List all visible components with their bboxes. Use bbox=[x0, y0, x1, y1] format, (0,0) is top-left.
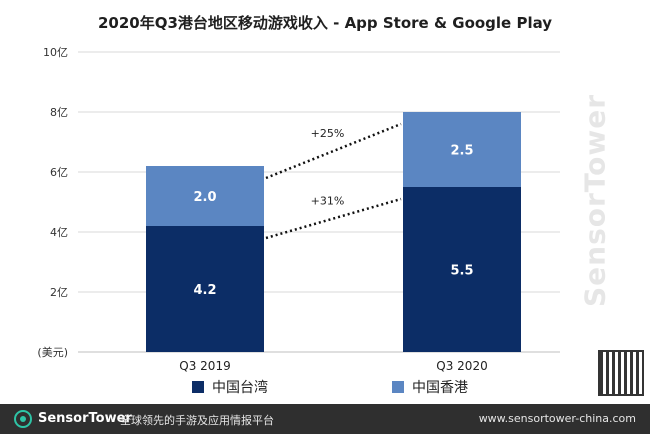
sensortower-logo-icon bbox=[14, 410, 32, 428]
y-tick-label: 8亿 bbox=[50, 106, 68, 119]
data-label: 5.5 bbox=[450, 264, 473, 279]
bar-segment bbox=[146, 226, 264, 352]
growth-label: +25% bbox=[311, 127, 345, 140]
qr-code bbox=[598, 350, 644, 396]
y-tick-label: 2亿 bbox=[50, 286, 68, 299]
y-tick-label: 4亿 bbox=[50, 226, 68, 239]
footer-url[interactable]: www.sensortower-china.com bbox=[478, 412, 636, 425]
x-tick-label: Q3 2019 bbox=[179, 359, 230, 373]
footer-slogan: 全球领先的手游及应用情报平台 bbox=[120, 414, 274, 427]
bar-segment bbox=[403, 112, 521, 187]
bar-segment bbox=[146, 166, 264, 226]
y-tick-label: (美元) bbox=[37, 346, 68, 359]
bar-segment bbox=[403, 187, 521, 352]
growth-label: +31% bbox=[311, 195, 345, 208]
data-label: 4.2 bbox=[193, 283, 216, 298]
legend-item-hongkong: 中国香港 bbox=[392, 377, 468, 397]
footer-bar: SensorTower 全球领先的手游及应用情报平台 www.sensortow… bbox=[0, 404, 650, 434]
legend-swatch-taiwan bbox=[192, 381, 204, 393]
legend-item-taiwan: 中国台湾 bbox=[192, 377, 268, 397]
chart-svg: (美元) 2亿 4亿 6亿 8亿 10亿 4.2 2.0 Q3 2019 5.5 2.5 Q3 202… bbox=[37, 46, 560, 373]
data-label: 2.0 bbox=[193, 190, 216, 205]
chart-title: 2020年Q3港台地区移动游戏收入 - App Store & Google P… bbox=[97, 14, 553, 32]
growth-line bbox=[265, 122, 402, 180]
legend-label-taiwan: 中国台湾 bbox=[212, 380, 268, 396]
legend-swatch-hongkong bbox=[392, 381, 404, 393]
legend-label-hongkong: 中国香港 bbox=[412, 380, 468, 396]
growth-line bbox=[265, 197, 402, 240]
y-tick-label: 10亿 bbox=[43, 46, 68, 59]
data-label: 2.5 bbox=[450, 144, 473, 159]
footer-brand: SensorTower bbox=[38, 411, 132, 426]
y-tick-label: 6亿 bbox=[50, 166, 68, 179]
x-tick-label: Q3 2020 bbox=[436, 359, 487, 373]
